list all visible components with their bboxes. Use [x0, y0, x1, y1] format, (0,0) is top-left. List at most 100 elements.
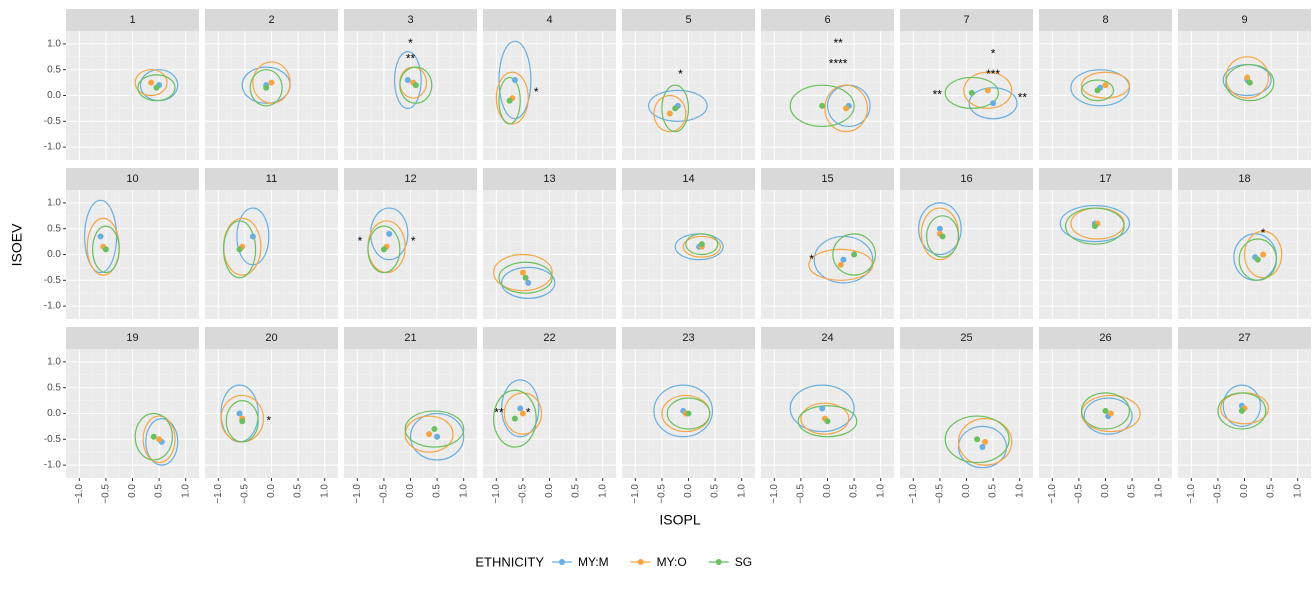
- strip-label: 11: [266, 173, 277, 185]
- contour: [137, 74, 176, 102]
- significance-label: *: [267, 413, 272, 427]
- strip-label: 9: [1241, 14, 1247, 26]
- mean-point: [843, 105, 850, 112]
- x-tick-label: 0.0: [405, 484, 416, 498]
- mean-point: [837, 261, 844, 268]
- panel: [1039, 349, 1172, 478]
- mean-point: [236, 246, 243, 253]
- marks: [789, 84, 871, 133]
- legend-key-point: [637, 559, 644, 565]
- strip: [66, 9, 199, 31]
- contour: [918, 202, 962, 256]
- panel: [1178, 190, 1311, 319]
- x-tick-label: 1.0: [319, 484, 330, 498]
- contour: [498, 261, 553, 294]
- y-tick-label: 1.0: [47, 357, 61, 368]
- contour: [498, 40, 532, 120]
- mean-point: [517, 405, 524, 412]
- x-tick-label: 1.0: [1153, 484, 1164, 498]
- panel: [1178, 31, 1311, 160]
- strip: [483, 327, 616, 349]
- mean-point: [150, 433, 157, 440]
- strip: [483, 168, 616, 190]
- marks: [674, 233, 724, 261]
- mean-point: [380, 246, 387, 253]
- marks: [493, 253, 556, 299]
- contour: [1064, 207, 1125, 245]
- x-tick-label: −0.5: [379, 484, 390, 504]
- contour: [91, 225, 120, 274]
- panel: [205, 31, 338, 160]
- y-tick-label: -1.0: [44, 301, 62, 312]
- mean-point: [824, 418, 831, 425]
- marks: [789, 384, 858, 438]
- mean-point: [851, 251, 858, 258]
- significance-label: *: [1261, 226, 1266, 240]
- contour: [404, 410, 465, 448]
- strip: [622, 168, 755, 190]
- strip: [1178, 9, 1311, 31]
- panel: [900, 349, 1033, 478]
- marks: [1080, 392, 1141, 435]
- strip-label: 16: [960, 173, 972, 185]
- strip: [761, 327, 894, 349]
- x-tick-label: −0.5: [657, 484, 668, 504]
- y-axis-label: ISOEV: [9, 223, 25, 266]
- strip-label: 26: [1099, 332, 1111, 344]
- mean-point: [148, 79, 155, 86]
- contour: [142, 415, 176, 464]
- x-tick-label: −1.0: [630, 484, 641, 504]
- panel: [622, 190, 755, 319]
- contour: [498, 76, 521, 125]
- mean-point: [431, 425, 438, 432]
- contour: [789, 384, 855, 433]
- strip-label: 10: [126, 173, 138, 185]
- y-tick-label: -0.5: [44, 116, 62, 127]
- x-tick-label: −1.0: [491, 484, 502, 504]
- panel: [344, 190, 477, 319]
- mean-point: [974, 436, 981, 443]
- panel: [1039, 31, 1172, 160]
- panel: [622, 349, 755, 478]
- x-tick-label: 0.0: [1100, 484, 1111, 498]
- strip: [1039, 327, 1172, 349]
- x-tick-label: 0.5: [432, 484, 443, 498]
- significance-label: **: [406, 52, 416, 66]
- mean-point: [840, 256, 847, 263]
- marks: [404, 410, 465, 461]
- strip-label: 24: [821, 332, 833, 344]
- contour: [824, 84, 868, 133]
- legend-label: MY:O: [657, 555, 687, 569]
- strip-label: 5: [685, 14, 691, 26]
- strip-label: 18: [1238, 173, 1250, 185]
- marks: [393, 51, 433, 109]
- contour: [409, 412, 465, 461]
- contour: [1225, 56, 1270, 99]
- marks: [241, 61, 291, 107]
- marks: [1059, 204, 1131, 245]
- contour: [647, 89, 708, 122]
- y-tick-label: -0.5: [44, 275, 62, 286]
- strip: [205, 327, 338, 349]
- strip: [900, 168, 1033, 190]
- panel: [205, 349, 338, 478]
- strip-label: 22: [543, 332, 555, 344]
- panel: [483, 190, 616, 319]
- mean-point: [153, 84, 160, 91]
- mean-point: [1246, 79, 1253, 86]
- y-tick-label: 0.5: [47, 223, 61, 234]
- mean-point: [97, 233, 104, 240]
- x-tick-label: 0.5: [849, 484, 860, 498]
- x-tick-label: 0.5: [1127, 484, 1138, 498]
- strip: [66, 327, 199, 349]
- mean-point: [990, 100, 997, 107]
- contour: [134, 69, 168, 97]
- mean-point: [239, 418, 246, 425]
- legend-title: ETHNICITY: [475, 554, 544, 569]
- contour: [404, 415, 454, 453]
- strip: [761, 9, 894, 31]
- strip-label: 15: [821, 173, 833, 185]
- significance-label: ****: [829, 57, 848, 71]
- strip: [1039, 9, 1172, 31]
